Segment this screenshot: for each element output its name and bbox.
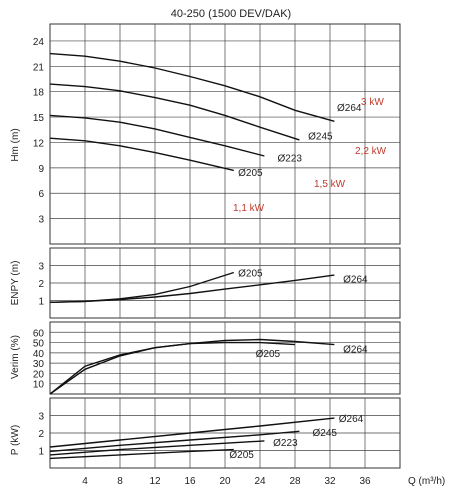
power-curve-d223 <box>49 440 265 456</box>
x-tick-label: 4 <box>82 476 88 487</box>
head-y-tick-label: 3 <box>38 215 44 226</box>
head-curve-label: Ø205 <box>238 168 263 179</box>
efficiency-curve-d264 <box>49 338 335 395</box>
efficiency-y-tick-label: 60 <box>33 328 45 339</box>
x-tick-label: 24 <box>254 476 266 487</box>
power-label: 3 kW <box>361 97 384 108</box>
head-curve-label: Ø223 <box>278 154 303 165</box>
efficiency-y-tick-label: 30 <box>33 359 45 370</box>
power-curve-label: Ø205 <box>229 450 254 461</box>
head-curve-d264 <box>49 52 335 122</box>
efficiency-curve-label: Ø264 <box>343 345 368 356</box>
efficiency-y-label: Verim (%) <box>10 335 21 379</box>
power-curve-d245 <box>49 430 300 453</box>
head-curve-d205 <box>49 137 234 172</box>
efficiency-y-tick-label: 10 <box>33 380 45 391</box>
head-curve-d245 <box>49 83 300 141</box>
power-label: 1,5 kW <box>314 179 346 190</box>
x-tick-label: 28 <box>289 476 301 487</box>
head-y-tick-label: 12 <box>33 138 45 149</box>
head-y-tick-label: 9 <box>38 164 44 175</box>
power-y-tick-label: 1 <box>38 447 44 458</box>
npsh-curve-label: Ø205 <box>238 269 263 280</box>
efficiency-y-tick-label: 50 <box>33 339 45 350</box>
head-y-tick-label: 6 <box>38 189 44 200</box>
power-curve-label: Ø245 <box>313 428 338 439</box>
x-axis-label: Q (m³/h) <box>408 476 445 487</box>
efficiency-y-tick-label: 20 <box>33 369 45 380</box>
power-y-tick-label: 3 <box>38 412 44 423</box>
power-label: 1,1 kW <box>233 203 265 214</box>
power-curve-label: Ø223 <box>273 438 298 449</box>
power-curve-d264 <box>49 417 335 448</box>
x-tick-label: 32 <box>324 476 336 487</box>
power-curve-label: Ø264 <box>339 414 364 425</box>
npsh-y-tick-label: 2 <box>38 279 44 290</box>
head-y-tick-label: 21 <box>33 62 45 73</box>
head-y-tick-label: 24 <box>33 37 45 48</box>
head-curve-label: Ø264 <box>337 103 362 114</box>
x-tick-label: 8 <box>117 476 123 487</box>
npsh-curve-label: Ø264 <box>343 275 368 286</box>
npsh-y-tick-label: 1 <box>38 297 44 308</box>
efficiency-y-tick-label: 40 <box>33 349 45 360</box>
head-curve-d223 <box>49 114 265 157</box>
chart-title: 40-250 (1500 DEV/DAK) <box>171 8 291 20</box>
head-y-tick-label: 15 <box>33 113 45 124</box>
x-tick-label: 12 <box>149 476 161 487</box>
npsh-y-label: ENPY (m) <box>10 261 21 306</box>
head-y-label: Hm (m) <box>10 128 21 161</box>
power-y-label: P (kW) <box>10 425 21 455</box>
npsh-curve-d264 <box>49 274 335 303</box>
head-curve-label: Ø245 <box>308 132 333 143</box>
x-tick-label: 16 <box>184 476 196 487</box>
power-y-tick-label: 2 <box>38 429 44 440</box>
head-y-tick-label: 18 <box>33 88 45 99</box>
x-tick-label: 20 <box>219 476 231 487</box>
efficiency-curve-label: Ø205 <box>256 349 281 360</box>
npsh-y-tick-label: 3 <box>38 262 44 273</box>
x-tick-label: 36 <box>359 476 371 487</box>
power-curve-d205 <box>49 448 234 460</box>
power-label: 2,2 kW <box>355 146 387 157</box>
